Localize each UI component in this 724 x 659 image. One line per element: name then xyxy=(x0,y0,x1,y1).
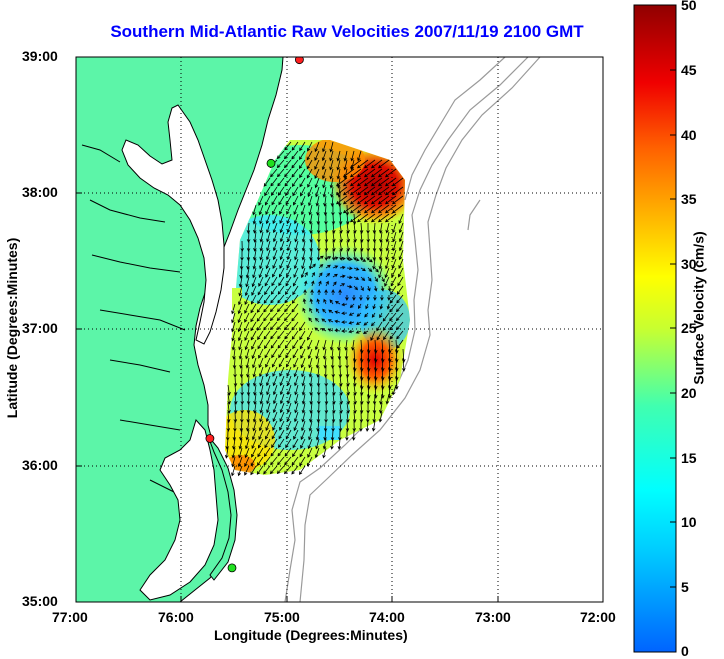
velocity-field-edge xyxy=(318,426,340,440)
x-tick-label: 77:00 xyxy=(52,609,88,625)
station-marker xyxy=(227,563,237,573)
colorbar-label: Surface Velocity (cm/s) xyxy=(690,231,707,385)
colorbar-tick-label: 30 xyxy=(681,256,697,272)
x-tick-label: 75:00 xyxy=(264,609,300,625)
hf-radar-stations xyxy=(205,57,304,573)
y-tick-label: 36:00 xyxy=(22,457,58,473)
x-tick-label: 76:00 xyxy=(158,609,194,625)
colorbar-tick-label: 15 xyxy=(681,450,697,466)
colorbar-ticks xyxy=(670,69,676,588)
colorbar-tick-label: 10 xyxy=(681,514,697,530)
river-lines xyxy=(81,144,191,501)
x-axis-label: Longitude (Degrees:Minutes) xyxy=(214,627,408,643)
velocity-vectors xyxy=(224,141,406,477)
barrier-island xyxy=(207,435,238,581)
velocity-field xyxy=(225,140,410,475)
station-marker xyxy=(205,434,215,443)
y-tick-label: 38:00 xyxy=(22,184,58,200)
colorbar-tick-label: 50 xyxy=(681,0,697,13)
y-axis-label: Latitude (Degrees:Minutes) xyxy=(4,237,21,419)
velocity-field-edge xyxy=(232,288,242,310)
station-marker xyxy=(295,57,304,65)
colorbar-tick-label: 25 xyxy=(681,320,697,336)
bay-water xyxy=(121,104,225,345)
colorbar xyxy=(633,4,677,653)
chart-title: Southern Mid-Atlantic Raw Velocities 200… xyxy=(110,22,584,41)
axis-ticks xyxy=(76,192,499,602)
map-grid xyxy=(76,57,603,602)
station-marker xyxy=(266,158,276,168)
x-tick-label: 73:00 xyxy=(475,609,511,625)
vector-arrow-set xyxy=(224,141,406,477)
colorbar-tick-label: 5 xyxy=(681,579,689,595)
y-tick-label: 39:00 xyxy=(22,48,58,64)
y-tick-label: 37:00 xyxy=(22,320,58,336)
x-tick-label: 72:00 xyxy=(580,609,616,625)
y-tick-label: 35:00 xyxy=(22,593,58,609)
colorbar-tick-label: 35 xyxy=(681,191,697,207)
colorbar-tick-label: 20 xyxy=(681,385,697,401)
colorbar-tick-label: 45 xyxy=(681,62,697,78)
colorbar-tick-label: 0 xyxy=(681,643,689,659)
x-tick-label: 74:00 xyxy=(369,609,405,625)
sound-water xyxy=(139,419,219,601)
colorbar-tick-label: 40 xyxy=(681,127,697,143)
